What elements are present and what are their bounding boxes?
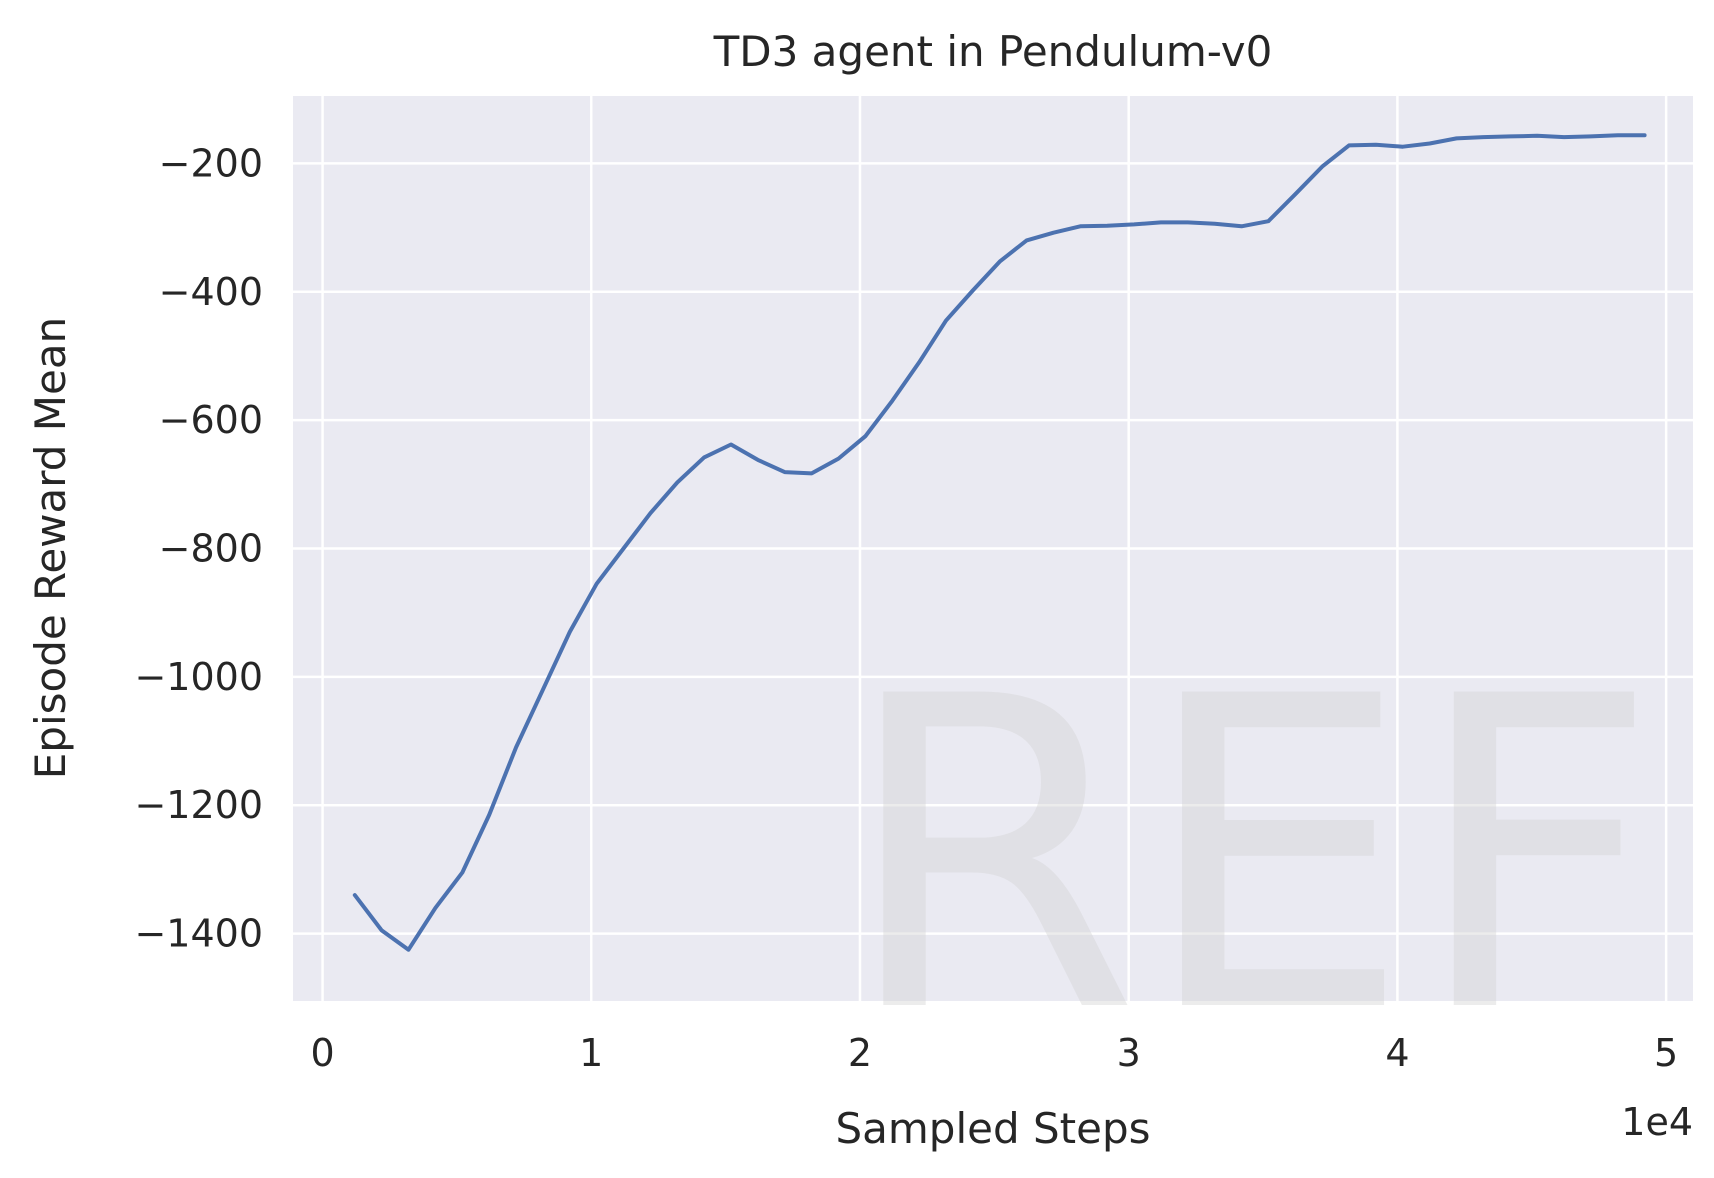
grid [293, 96, 1693, 1001]
y-axis-title: Episode Reward Mean [26, 317, 75, 780]
x-tick-label: 0 [310, 1031, 334, 1075]
y-tick-label: −200 [159, 141, 263, 185]
x-tick-label: 3 [1117, 1031, 1141, 1075]
y-tick-label: −1400 [134, 912, 263, 956]
y-tick-label: −600 [159, 398, 263, 442]
watermark-text: REF [841, 607, 1659, 1107]
x-axis-title: Sampled Steps [836, 1104, 1151, 1153]
x-tick-label: 1 [579, 1031, 603, 1075]
x-tick-label: 4 [1385, 1031, 1409, 1075]
y-tick-label: −1000 [134, 655, 263, 699]
x-axis-offset-label: 1e4 [1621, 1100, 1693, 1144]
x-tick-label: 2 [848, 1031, 872, 1075]
y-axis-ticks: −1400 −1200 −1000 −800 −600 −400 −200 [134, 141, 263, 955]
x-axis-ticks: 0 1 2 3 4 5 [310, 1031, 1678, 1075]
y-tick-label: −800 [159, 527, 263, 571]
chart-title: TD3 agent in Pendulum-v0 [713, 27, 1273, 76]
x-tick-label: 5 [1654, 1031, 1678, 1075]
y-tick-label: −1200 [134, 783, 263, 827]
series-line [352, 133, 1647, 952]
y-tick-label: −400 [159, 270, 263, 314]
series-layer [352, 133, 1647, 952]
